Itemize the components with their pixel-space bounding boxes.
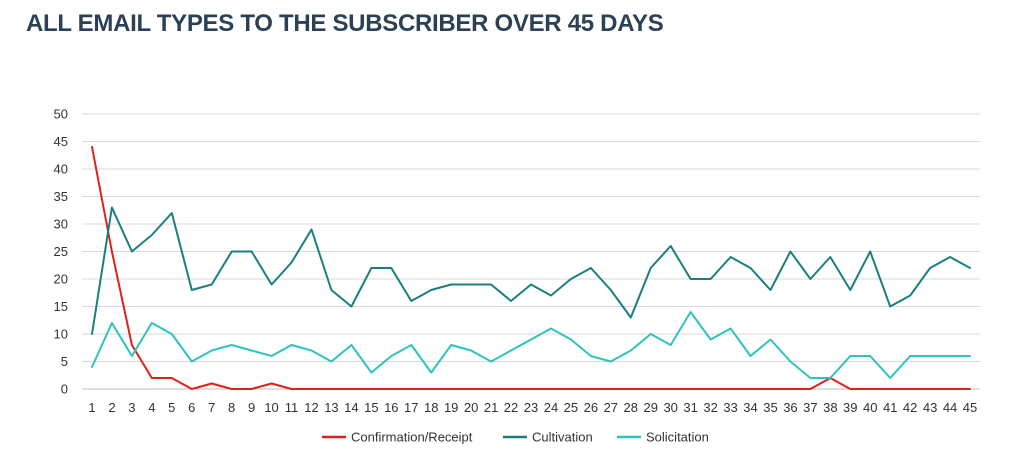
series-line-cultivation <box>91 206 971 335</box>
x-tick-label: 10 <box>264 400 278 415</box>
x-tick-label: 25 <box>564 400 578 415</box>
x-tick-label: 24 <box>544 400 558 415</box>
x-tick-label: 29 <box>643 400 657 415</box>
x-tick-label: 9 <box>248 400 255 415</box>
x-tick-label: 8 <box>228 400 235 415</box>
y-tick-label: 20 <box>54 272 68 287</box>
x-tick-label: 6 <box>188 400 195 415</box>
y-tick-label: 0 <box>61 382 68 397</box>
x-tick-label: 15 <box>364 400 378 415</box>
x-tick-label: 42 <box>903 400 917 415</box>
legend: Confirmation/Receipt Cultivation Solicitat… <box>322 430 709 445</box>
x-tick-label: 44 <box>943 400 957 415</box>
x-axis-ticks: 1 2 3 4 5 6 7 8 9 10 11 12 13 14 15 16 17 18 19 20 21 22 23 24 2… <box>88 400 977 415</box>
x-tick-label: 34 <box>743 400 757 415</box>
series-line-solicitation <box>91 311 971 379</box>
x-tick-label: 1 <box>88 400 95 415</box>
x-tick-label: 45 <box>963 400 977 415</box>
x-tick-label: 16 <box>384 400 398 415</box>
x-tick-label: 21 <box>484 400 498 415</box>
x-tick-label: 37 <box>803 400 817 415</box>
x-tick-label: 35 <box>763 400 777 415</box>
x-tick-label: 26 <box>584 400 598 415</box>
x-tick-label: 41 <box>883 400 897 415</box>
x-tick-label: 14 <box>344 400 358 415</box>
x-tick-label: 18 <box>424 400 438 415</box>
y-tick-label: 15 <box>54 299 68 314</box>
x-tick-label: 12 <box>304 400 318 415</box>
x-tick-label: 13 <box>324 400 338 415</box>
x-tick-label: 19 <box>444 400 458 415</box>
x-tick-label: 17 <box>404 400 418 415</box>
x-tick-label: 4 <box>148 400 155 415</box>
x-tick-label: 39 <box>843 400 857 415</box>
y-tick-label: 35 <box>54 189 68 204</box>
y-tick-label: 30 <box>54 217 68 232</box>
x-tick-label: 36 <box>783 400 797 415</box>
y-tick-label: 10 <box>54 327 68 342</box>
y-tick-label: 45 <box>54 134 68 149</box>
chart-title: ALL EMAIL TYPES TO THE SUBSCRIBER OVER 4… <box>26 10 664 37</box>
x-tick-label: 2 <box>108 400 115 415</box>
y-tick-label: 25 <box>54 244 68 259</box>
x-tick-label: 43 <box>923 400 937 415</box>
x-tick-label: 20 <box>464 400 478 415</box>
series-lines <box>91 146 971 390</box>
x-tick-label: 3 <box>128 400 135 415</box>
y-tick-label: 40 <box>54 162 68 177</box>
legend-label: Confirmation/Receipt <box>351 430 473 445</box>
legend-label: Solicitation <box>646 430 709 445</box>
x-tick-label: 5 <box>168 400 175 415</box>
x-tick-label: 23 <box>524 400 538 415</box>
x-tick-label: 31 <box>683 400 697 415</box>
series-line-confirmation-receipt <box>91 146 971 390</box>
x-tick-label: 28 <box>624 400 638 415</box>
x-tick-label: 38 <box>823 400 837 415</box>
gridlines <box>82 113 980 390</box>
x-tick-label: 30 <box>663 400 677 415</box>
x-tick-label: 22 <box>504 400 518 415</box>
x-tick-label: 7 <box>208 400 215 415</box>
legend-label: Cultivation <box>532 430 593 445</box>
x-tick-label: 33 <box>723 400 737 415</box>
x-tick-label: 32 <box>703 400 717 415</box>
y-tick-label: 5 <box>61 354 68 369</box>
y-tick-label: 50 <box>54 107 68 122</box>
y-axis-ticks: 0 5 10 15 20 25 30 35 40 45 50 <box>54 107 68 397</box>
x-tick-label: 40 <box>863 400 877 415</box>
x-tick-label: 11 <box>285 400 299 415</box>
x-tick-label: 27 <box>604 400 618 415</box>
